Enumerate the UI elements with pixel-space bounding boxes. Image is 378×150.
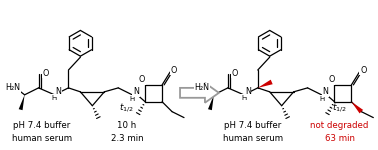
- Text: O: O: [171, 66, 177, 75]
- Text: H: H: [130, 96, 135, 102]
- Text: N: N: [322, 87, 328, 96]
- Text: N: N: [133, 87, 139, 96]
- Text: $t_{1/2}$: $t_{1/2}$: [119, 101, 134, 114]
- Polygon shape: [180, 83, 219, 103]
- Text: N: N: [245, 87, 251, 96]
- Text: human serum: human serum: [12, 134, 72, 143]
- Text: O: O: [232, 69, 238, 78]
- Text: N: N: [56, 87, 61, 96]
- Polygon shape: [352, 102, 363, 113]
- Text: pH 7.4 buffer: pH 7.4 buffer: [225, 121, 282, 130]
- Text: human serum: human serum: [223, 134, 283, 143]
- Text: H: H: [319, 96, 324, 102]
- Polygon shape: [208, 95, 214, 110]
- Text: pH 7.4 buffer: pH 7.4 buffer: [14, 121, 71, 130]
- Text: O: O: [43, 69, 49, 78]
- Text: 10 h: 10 h: [117, 121, 136, 130]
- Text: 63 min: 63 min: [325, 134, 355, 143]
- Text: H₂N: H₂N: [194, 83, 209, 92]
- Text: H₂N: H₂N: [5, 83, 20, 92]
- Text: 2.3 min: 2.3 min: [110, 134, 143, 143]
- Polygon shape: [258, 80, 273, 88]
- Text: O: O: [360, 66, 367, 75]
- Text: H: H: [52, 95, 57, 101]
- Text: O: O: [328, 75, 335, 84]
- Text: $t_{1/2}$: $t_{1/2}$: [332, 101, 347, 114]
- Text: not degraded: not degraded: [310, 121, 369, 130]
- Text: H: H: [241, 95, 246, 101]
- Text: O: O: [139, 75, 146, 84]
- Polygon shape: [19, 95, 25, 110]
